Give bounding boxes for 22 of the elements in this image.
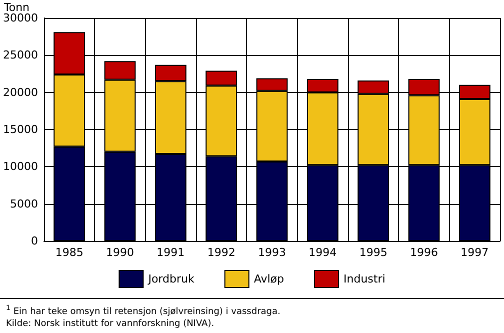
y-tick-label: 5000 (10, 197, 38, 210)
x-tick-label: 1985 (55, 246, 84, 259)
x-tick-label: 1997 (460, 246, 489, 259)
y-tick-label: 10000 (2, 160, 38, 174)
y-tick-label: 30000 (2, 12, 38, 24)
y-tick-label: 25000 (2, 48, 38, 62)
x-tick-label: 1993 (258, 246, 286, 259)
y-tick-label: 0 (30, 234, 38, 248)
legend-label: Avløp (254, 272, 284, 286)
y-tick-label: 20000 (2, 86, 38, 99)
x-tick-label: 1990 (106, 246, 134, 259)
text: $^{1}$ Ein har teke omsyn til retensjon (sjølvreinsing) i vassdraga. (6, 303, 280, 318)
y-axis-title: Tonn (3, 1, 30, 14)
legend-label: Industri (344, 272, 386, 286)
x-tick-label: 1992 (207, 246, 236, 259)
x-tick-label: 1991 (156, 246, 185, 259)
legend-label: Jordbruk (147, 272, 195, 286)
text: Kilde: Norsk institutt for vannforskning (NIVA). (6, 318, 216, 330)
y-tick-label: 15000 (2, 123, 38, 136)
x-tick-label: 1996 (410, 246, 438, 259)
x-tick-label: 1995 (359, 246, 388, 259)
x-tick-label: 1994 (308, 246, 337, 259)
